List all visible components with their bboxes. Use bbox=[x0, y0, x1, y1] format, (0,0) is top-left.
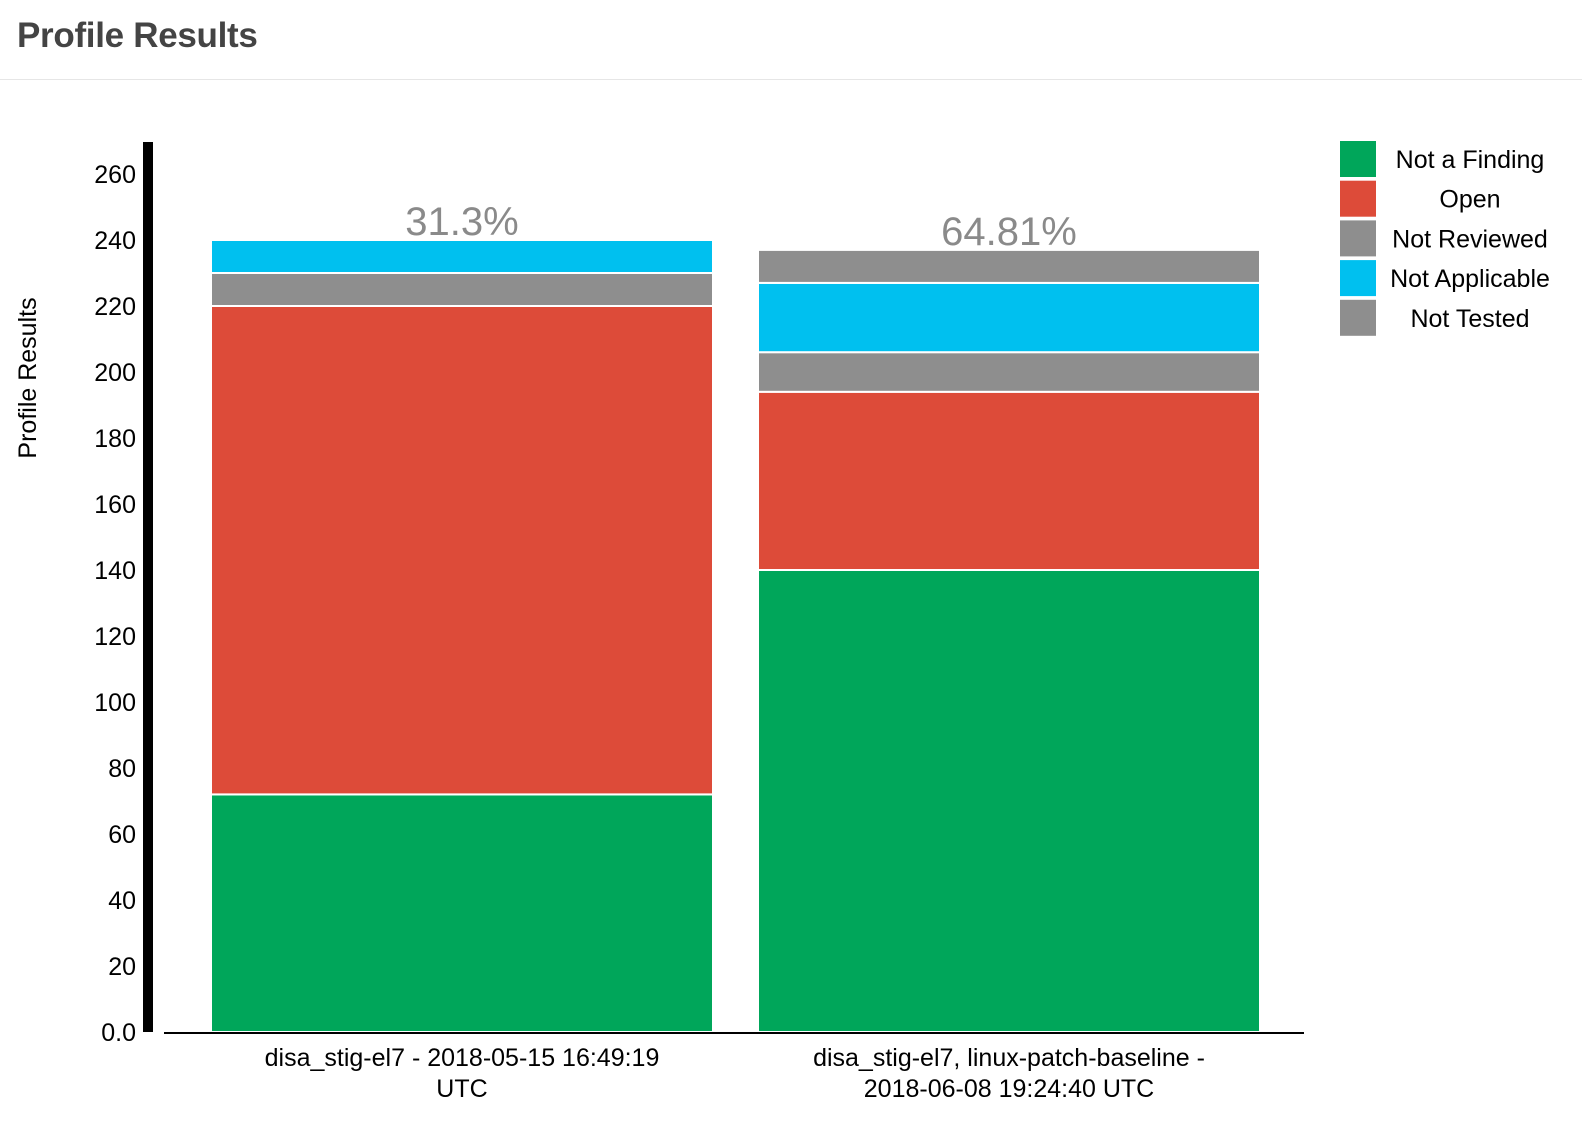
legend-swatch bbox=[1340, 180, 1376, 217]
legend-item-open[interactable]: Open bbox=[1340, 180, 1501, 217]
y-axis bbox=[143, 142, 153, 1032]
y-tick-label: 200 bbox=[94, 359, 136, 387]
y-tick-label: 0.0 bbox=[101, 1019, 136, 1047]
y-tick-label: 180 bbox=[94, 425, 136, 453]
y-tick-labels: 0.0 20 40 60 80 100 120 140 160 180 200 220 240 260 bbox=[94, 161, 136, 1047]
page-header: Profile Results bbox=[0, 0, 1582, 80]
legend-swatch bbox=[1340, 220, 1376, 257]
bar-stack[interactable] bbox=[757, 248, 1261, 1033]
x-category-label: disa_stig-el7 - 2018-05-15 16:49:19 UTC bbox=[265, 1044, 660, 1103]
bar-segment-open[interactable] bbox=[210, 305, 714, 796]
y-tick-label: 160 bbox=[94, 491, 136, 519]
bar-segment-not-reviewed[interactable] bbox=[210, 272, 714, 307]
legend-label: Not Tested bbox=[1410, 305, 1529, 333]
legend-item-not-a-finding[interactable]: Not a Finding bbox=[1340, 141, 1544, 177]
y-tick-label: 240 bbox=[94, 227, 136, 255]
y-axis-title: Profile Results bbox=[14, 297, 42, 458]
bar-segment-not-a-finding[interactable] bbox=[757, 569, 1261, 1033]
y-tick-label: 220 bbox=[94, 293, 136, 321]
x-category-labels: disa_stig-el7 - 2018-05-15 16:49:19 UTC di… bbox=[265, 1044, 1205, 1103]
y-tick-label: 140 bbox=[94, 557, 136, 585]
bar-segment-not-a-finding[interactable] bbox=[210, 793, 714, 1034]
bar-segment-open[interactable] bbox=[757, 390, 1261, 571]
y-tick-label: 100 bbox=[94, 689, 136, 717]
bars bbox=[210, 239, 1261, 1034]
legend-label: Not Reviewed bbox=[1392, 225, 1548, 253]
bar-segment-not-applicable[interactable] bbox=[210, 239, 714, 274]
bar-segment-not-reviewed[interactable] bbox=[757, 351, 1261, 393]
bar-stack[interactable] bbox=[210, 239, 714, 1034]
legend-swatch bbox=[1340, 260, 1376, 297]
bar-top-percent-label: 31.3% bbox=[405, 200, 518, 244]
y-tick-label: 260 bbox=[94, 161, 136, 189]
bar-top-percent-label: 64.81% bbox=[941, 210, 1077, 254]
legend-item-not-applicable[interactable]: Not Applicable bbox=[1340, 260, 1550, 297]
y-axis-line bbox=[143, 142, 153, 1032]
page-title: Profile Results bbox=[17, 16, 258, 55]
bar-segment-not-applicable[interactable] bbox=[757, 281, 1261, 354]
legend-item-not-reviewed[interactable]: Not Reviewed bbox=[1340, 220, 1548, 257]
legend-label: Not Applicable bbox=[1390, 265, 1550, 293]
y-tick-label: 120 bbox=[94, 623, 136, 651]
bar-segment-not-tested[interactable] bbox=[757, 248, 1261, 284]
bar-top-labels: 31.3% 64.81% bbox=[405, 200, 1077, 254]
y-tick-label: 60 bbox=[108, 821, 136, 849]
legend-item-not-tested[interactable]: Not Tested bbox=[1340, 299, 1530, 336]
legend[interactable]: Not a Finding Open Not Reviewed Not Applica… bbox=[1340, 141, 1550, 336]
y-tick-label: 40 bbox=[108, 887, 136, 915]
legend-swatch bbox=[1340, 141, 1376, 177]
x-category-label: disa_stig-el7, linux-patch-baseline -201… bbox=[813, 1044, 1205, 1103]
legend-swatch bbox=[1340, 299, 1376, 336]
legend-label: Open bbox=[1439, 186, 1500, 214]
legend-label: Not a Finding bbox=[1396, 146, 1545, 174]
y-tick-label: 80 bbox=[108, 755, 136, 783]
y-tick-label: 20 bbox=[108, 953, 136, 981]
